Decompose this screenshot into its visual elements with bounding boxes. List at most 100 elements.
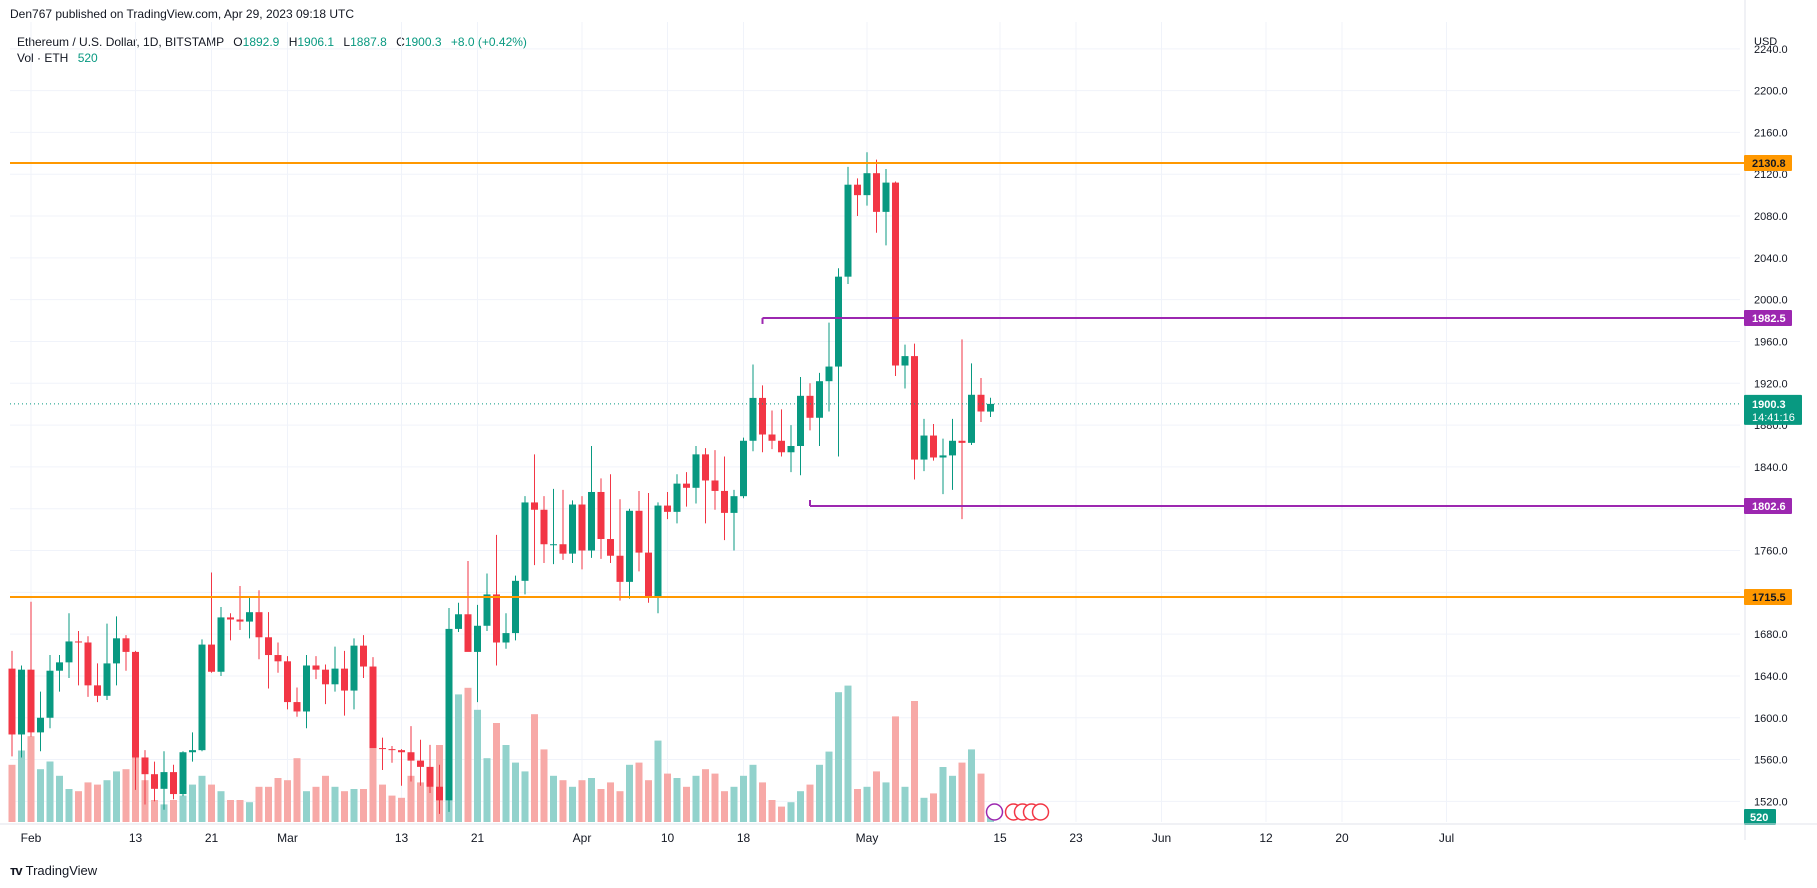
candle xyxy=(588,445,595,558)
volume-bar xyxy=(778,806,785,822)
volume-bar xyxy=(559,780,567,822)
time-tick-label: 12 xyxy=(1259,831,1273,845)
candle-body xyxy=(388,749,396,751)
close-value: 1900.3 xyxy=(404,35,442,49)
candle-body xyxy=(379,748,386,750)
volume-bar xyxy=(958,762,966,822)
ohlc-row: Ethereum / U.S. Dollar, 1D, BITSTAMP O18… xyxy=(17,34,527,50)
candle xyxy=(103,623,111,700)
lightning-event-icon xyxy=(985,803,1004,821)
countdown-label: 14:41:16 xyxy=(1752,412,1795,424)
candle-body xyxy=(521,502,529,581)
volume-label[interactable]: Vol · ETH xyxy=(17,51,69,65)
candle-body xyxy=(84,642,92,686)
candle-body xyxy=(75,641,82,643)
candle xyxy=(322,664,329,705)
close-label: C xyxy=(396,35,405,49)
candle xyxy=(892,181,899,376)
candle xyxy=(312,656,320,680)
candle xyxy=(56,655,63,692)
volume-bar xyxy=(322,775,329,822)
candle xyxy=(711,450,719,510)
candle xyxy=(683,472,690,507)
volume-bar xyxy=(388,795,396,822)
candle-body xyxy=(863,173,871,196)
change-value: +8.0 (+0.42%) xyxy=(450,35,527,49)
candle xyxy=(901,344,909,389)
volume-bar xyxy=(189,784,196,822)
volume-bar xyxy=(521,771,529,822)
candle xyxy=(18,665,25,758)
flag-event-icon xyxy=(1031,803,1050,821)
candle xyxy=(692,445,700,504)
candle-body xyxy=(797,395,804,446)
candle-body xyxy=(103,663,111,696)
candle-body xyxy=(645,552,652,598)
volume-tag-label: 520 xyxy=(1750,812,1768,824)
candle-body xyxy=(151,774,158,789)
volume-bar xyxy=(635,762,643,822)
volume-bar xyxy=(474,709,481,822)
candle-body xyxy=(607,539,614,556)
event-icons xyxy=(985,803,1050,821)
candle xyxy=(341,650,348,716)
candle xyxy=(540,496,548,564)
tradingview-branding[interactable]: ᴛᴠ TradingView xyxy=(10,863,97,878)
candle xyxy=(930,424,937,461)
candle-body xyxy=(455,614,462,629)
candle-body xyxy=(778,440,785,453)
volume-bar xyxy=(664,773,671,822)
volume-bar xyxy=(854,789,861,822)
candle xyxy=(968,363,975,445)
volume-bar xyxy=(531,714,538,822)
last-price-tag xyxy=(1744,394,1802,425)
volume-bar xyxy=(711,773,719,822)
level-price-label: 1802.6 xyxy=(1752,501,1786,513)
candle xyxy=(977,378,985,422)
candle xyxy=(246,597,253,639)
volume-bar xyxy=(265,786,272,822)
candle xyxy=(255,590,263,660)
candle xyxy=(844,166,852,284)
volume-bar xyxy=(949,775,956,822)
candle xyxy=(331,646,339,692)
time-axis: Feb 13 21 Mar 13 21 Apr 10 18 May 15 23 Jun 12 20 Jul xyxy=(0,823,1817,845)
candle xyxy=(626,508,633,599)
volume-bar xyxy=(825,751,833,822)
candle xyxy=(816,372,823,446)
candle xyxy=(882,169,890,246)
candle xyxy=(284,656,291,710)
time-tick-label: Jul xyxy=(1439,831,1454,845)
symbol-description[interactable]: Ethereum / U.S. Dollar, 1D, BITSTAMP xyxy=(17,35,224,49)
candle xyxy=(27,601,35,737)
candle-body xyxy=(179,752,187,795)
candle-body xyxy=(246,612,253,622)
candle-body xyxy=(901,356,909,366)
horizontal-levels xyxy=(10,161,1745,599)
candle xyxy=(369,657,377,749)
candle-body xyxy=(683,483,690,488)
candle xyxy=(597,478,605,559)
candle xyxy=(911,343,918,480)
candle xyxy=(797,377,804,476)
candle xyxy=(607,474,614,564)
candle-body xyxy=(398,750,405,753)
candle xyxy=(170,764,177,800)
time-tick-label: 18 xyxy=(737,831,751,845)
volume-bar xyxy=(892,716,899,822)
candle-body xyxy=(189,750,196,753)
candle-body xyxy=(787,445,795,453)
candle-body xyxy=(445,628,453,801)
candle-body xyxy=(550,544,557,546)
candle-body xyxy=(664,505,671,512)
volume-bar xyxy=(331,786,339,822)
volume-bar xyxy=(65,789,73,822)
currency-label: USD xyxy=(1754,36,1777,48)
volume-bar xyxy=(607,782,614,822)
volume-bar xyxy=(835,692,842,822)
candle-body xyxy=(702,454,709,481)
volume-bar xyxy=(227,800,234,822)
candle-body xyxy=(18,669,25,735)
volume-bar xyxy=(702,769,709,822)
